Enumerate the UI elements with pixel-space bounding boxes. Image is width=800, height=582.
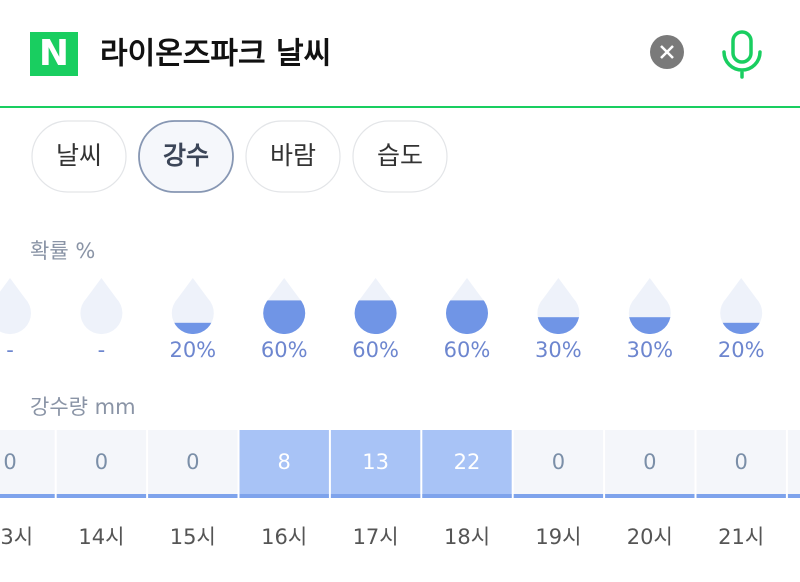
tab-label[interactable]: 습도 [377,141,423,170]
precip-cell [605,430,695,498]
hour-label: 17시 [353,525,399,549]
mic-button[interactable] [722,30,762,79]
drop-fill [171,322,214,334]
tab[interactable] [245,120,341,193]
precip-cell [696,430,786,498]
hour-label: 14시 [78,525,124,549]
drop [0,278,31,335]
tab[interactable] [31,120,127,193]
precip-baseline [148,494,238,498]
probability-label: 20% [169,338,216,362]
probability-label: - [98,338,106,362]
hour-label: 19시 [535,525,581,549]
tab[interactable] [352,120,448,193]
precip-cell [422,430,512,498]
precip-cell [148,430,238,498]
drop [720,278,763,335]
drop [171,278,214,335]
precip-cell [330,430,421,498]
precip-cell [239,430,329,498]
drop-fill [628,317,671,334]
probability-label: 30% [626,338,673,362]
probability-label: 60% [261,338,308,362]
precip-value: 0 [186,450,199,474]
section-label: 확률 % [30,239,95,263]
precip-baseline [787,494,800,498]
precip-baseline [696,494,786,498]
hour-label: 13시 [0,525,33,549]
drop-fill [537,317,580,334]
hour-label: 18시 [444,525,490,549]
tab[interactable] [138,120,234,193]
drop [80,278,123,335]
precip-value: 0 [643,450,656,474]
header-border [0,106,800,108]
probability-label: 30% [535,338,582,362]
probability-label: 20% [718,338,765,362]
search-query[interactable]: 라이온즈파크 날씨 [100,37,331,72]
precip-baseline [513,494,604,498]
precip-value: 22 [454,450,481,474]
precip-value: 13 [362,450,389,474]
precip-baseline [56,494,147,498]
precip-baseline [239,494,329,498]
hour-label: 20시 [627,525,673,549]
precip-value: 0 [552,450,565,474]
hour-label: 15시 [170,525,216,549]
clear-button[interactable] [650,35,684,69]
tab-label[interactable]: 강수 [163,141,209,170]
drop-fill [354,300,397,334]
precip-value: 0 [95,450,108,474]
precip-baseline [422,494,512,498]
probability-label: - [6,338,14,362]
probability-label: 60% [444,338,491,362]
probability-label: 60% [352,338,399,362]
precip-cell [513,430,604,498]
mic-stand[interactable] [722,50,762,79]
tab-label[interactable]: 바람 [270,141,316,170]
precip-baseline [605,494,695,498]
tab-label[interactable]: 날씨 [56,141,102,170]
logo[interactable]: N [39,33,69,74]
section-label: 강수량 mm [30,395,136,419]
drop-fill [446,300,488,334]
mic-body[interactable] [731,30,753,64]
precip-cell [56,430,147,498]
hour-label: 21시 [718,525,764,549]
hour-label: 16시 [261,525,307,549]
precip-baseline [330,494,421,498]
precip-cell [0,430,55,498]
precip-value: 8 [278,450,291,474]
logo-box[interactable] [30,32,78,76]
precip-value: 0 [735,450,748,474]
drop-fill [720,322,763,334]
clear-icon[interactable] [660,45,674,59]
precip-value: 0 [3,450,16,474]
precip-baseline [0,494,55,498]
drop-fill [263,300,306,334]
precip-cell [787,430,800,498]
